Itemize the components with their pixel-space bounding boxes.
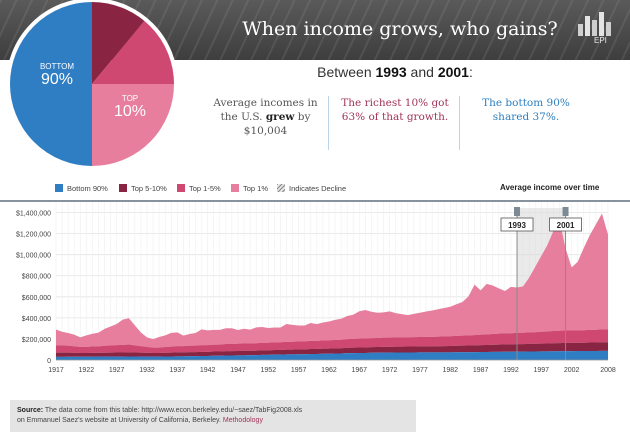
y-tick-label: $800,000 [22,274,51,281]
marker-tab-icon [514,207,521,216]
subtitle-suffix: : [468,64,473,80]
x-tick-label: 2008 [600,367,616,374]
stat-bottom-share: The bottom 90% shared 37%. [482,97,570,123]
stat-avg-line2: the U.S. grew by [208,110,323,124]
legend-item-top-1-5: Top 1-5% [177,184,221,193]
legend-item-bottom-90: Bottom 90% [55,184,108,193]
pie-slice-bottom-90- [8,0,92,168]
legend-label: Bottom 90% [67,184,108,193]
marker-label-1993: 1993 [508,221,526,230]
y-tick-label: $1,200,000 [16,232,51,239]
pie-top-value: 10% [113,103,147,120]
x-tick-label: 1932 [139,367,155,374]
legend-item-top-1: Top 1% [231,184,268,193]
legend-item-top-5-10: Top 5-10% [119,184,167,193]
stat-divider [459,96,460,150]
marker-label-2001: 2001 [557,221,575,230]
x-tick-label: 1987 [473,367,489,374]
y-tick-label: $200,000 [22,337,51,344]
source-label: Source: [17,407,44,414]
subtitle-year2: 2001 [437,64,469,80]
pie-label-top: TOP 10% [106,94,154,121]
subtitle-middle: and [406,64,438,80]
x-tick-label: 1957 [291,367,307,374]
legend-label: Top 1% [243,184,269,193]
hatch-swatch-icon [277,184,285,192]
marker-tab-icon [562,207,569,216]
source-text1: The data come from this table: http://ww… [43,407,303,414]
pie-slice-top-5-10- [92,0,146,84]
x-tick-label: 1972 [382,367,398,374]
stat-avg-bold: grew [265,111,295,123]
x-tick-label: 1952 [261,367,277,374]
stat-average-growth: Average incomes in the U.S. grew by $10,… [208,96,323,138]
legend-label: Top 1-5% [189,184,221,193]
area-series-top-1-5- [56,329,608,354]
legend-item-indicates-decline: Indicates Decline [277,184,346,193]
area-series-top-5-10- [56,342,608,357]
x-tick-label: 1992 [503,367,519,374]
epi-logo-text: EPI [594,36,607,45]
marker-box-1993 [500,217,534,232]
x-tick-label: 2002 [564,367,580,374]
pie-slice-top-1-5- [92,19,176,84]
x-tick-label: 1922 [79,367,95,374]
stat-richest-share: The richest 10% got 63% of that growth. [341,97,449,123]
x-tick-label: 1937 [170,367,186,374]
source-text2: on Emmanuel Saez's website at University… [17,417,223,424]
legend-swatch [231,184,239,192]
pie-border [6,0,178,170]
marker-box-2001 [549,217,582,232]
legend-swatch [177,184,185,192]
area-series-top-1- [56,213,608,348]
x-tick-label: 1917 [48,367,64,374]
x-tick-label: 1997 [533,367,549,374]
legend-label: Indicates Decline [289,184,347,193]
pie-chart [6,0,178,170]
pie-bottom-value: 90% [40,71,74,88]
main-title: When income grows, who gains? [242,18,558,40]
stat-avg-line3: $10,004 [243,125,288,137]
y-tick-label: $600,000 [22,295,51,302]
source-box: Source: The data come from this table: h… [10,400,416,432]
pie-bottom-text: BOTTOM [39,62,75,71]
x-tick-label: 1977 [412,367,428,374]
legend-swatch [55,184,63,192]
stat-avg-line1: Average incomes in [213,97,318,109]
pie-top-text: TOP [121,94,139,103]
subtitle-year1: 1993 [375,64,407,80]
legend-swatch [119,184,127,192]
x-tick-label: 1962 [321,367,337,374]
area-series-bottom-90- [56,350,608,360]
y-tick-label: $400,000 [22,316,51,323]
pie-slice-top-1- [92,84,176,168]
average-income-title: Average income over time [500,183,600,192]
x-tick-label: 1982 [442,367,458,374]
x-tick-label: 1967 [352,367,368,374]
legend-label: Top 5-10% [131,184,167,193]
stat-avg-line2b: by [294,111,311,123]
pie-label-bottom: BOTTOM 90% [32,62,82,89]
income-area-chart: 1993 2001 0 $200,000 $400,000 $600,000 $800,00… [0,200,630,374]
subtitle: Between 1993 and 2001: [270,64,520,80]
subtitle-prefix: Between [317,64,376,80]
source-line1: Source: The data come from this table: h… [17,406,409,416]
y-tick-label: $1,000,000 [16,253,51,260]
stat-divider [328,96,329,150]
y-tick-label: $1,400,000 [16,211,51,218]
stat-avg-line2a: the U.S. [220,111,266,123]
x-tick-label: 1927 [109,367,125,374]
epi-logo-icon [578,12,611,36]
methodology-link[interactable]: Methodology [222,417,263,424]
x-tick-label: 1947 [230,367,246,374]
y-tick-label: 0 [47,358,51,365]
source-line2: on Emmanuel Saez's website at University… [17,416,409,426]
x-tick-label: 1942 [200,367,216,374]
